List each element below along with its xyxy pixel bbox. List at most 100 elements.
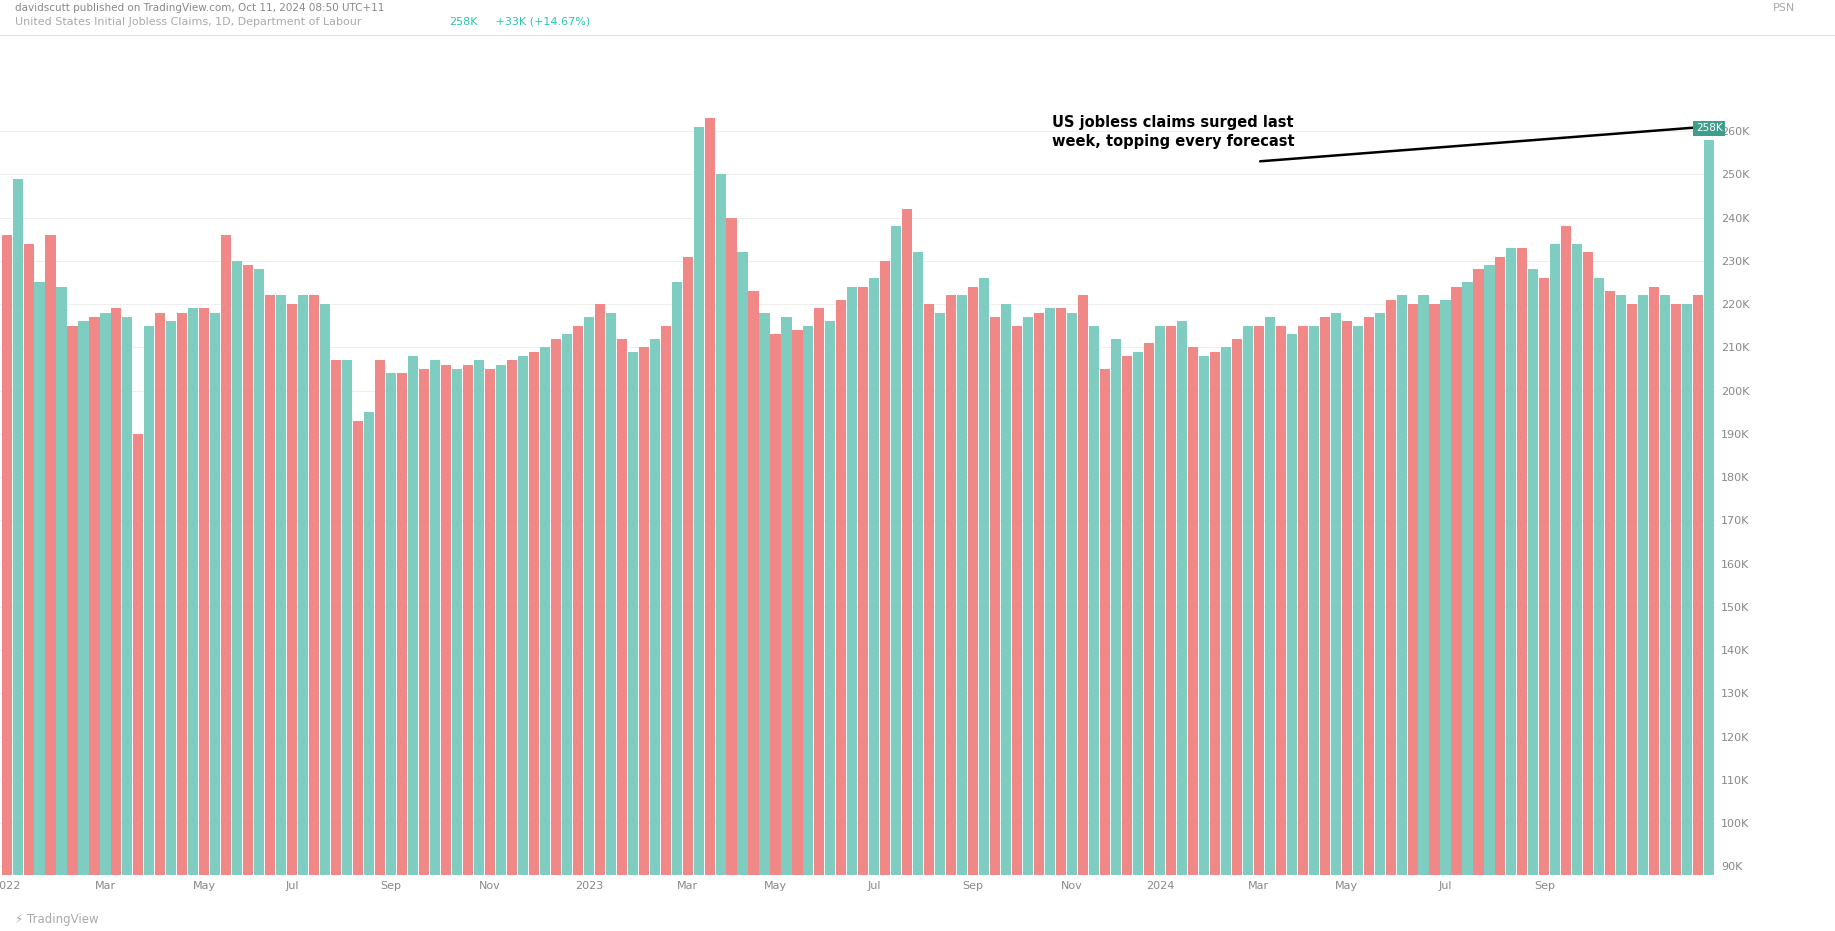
Bar — [1462, 282, 1472, 931]
Bar — [881, 261, 890, 931]
Bar — [145, 326, 154, 931]
Bar — [178, 313, 187, 931]
Bar — [947, 295, 956, 931]
Bar — [760, 313, 769, 931]
Bar — [573, 326, 584, 931]
Bar — [1264, 317, 1275, 931]
Text: +33K (+14.67%): +33K (+14.67%) — [492, 17, 591, 27]
Bar — [1374, 313, 1385, 931]
Bar — [1507, 248, 1516, 931]
Text: 258K: 258K — [450, 17, 479, 27]
Bar — [1253, 326, 1264, 931]
Bar — [1286, 334, 1297, 931]
Bar — [694, 127, 703, 931]
Bar — [1694, 295, 1703, 931]
Bar — [101, 313, 110, 931]
Bar — [1121, 356, 1132, 931]
Bar — [1231, 339, 1242, 931]
Bar — [1024, 317, 1033, 931]
Bar — [661, 326, 672, 931]
Bar — [1518, 248, 1527, 931]
Bar — [167, 321, 176, 931]
Bar — [859, 287, 868, 931]
Bar — [1319, 317, 1330, 931]
Bar — [1551, 244, 1560, 931]
Bar — [1220, 347, 1231, 931]
Bar — [1297, 326, 1308, 931]
Bar — [1066, 313, 1077, 931]
Bar — [35, 282, 44, 931]
Bar — [429, 360, 440, 931]
Bar — [705, 118, 714, 931]
Bar — [716, 174, 725, 931]
Bar — [826, 321, 835, 931]
Bar — [1088, 326, 1099, 931]
Bar — [903, 209, 912, 931]
Bar — [1143, 343, 1154, 931]
Bar — [1628, 304, 1637, 931]
Bar — [980, 278, 989, 931]
Bar — [330, 360, 341, 931]
Bar — [189, 308, 198, 931]
Bar — [1595, 278, 1604, 931]
Bar — [68, 326, 77, 931]
Bar — [90, 317, 99, 931]
Bar — [1705, 140, 1714, 931]
Bar — [1187, 347, 1198, 931]
Text: US jobless claims surged last
week, topping every forecast: US jobless claims surged last week, topp… — [1051, 115, 1294, 150]
Bar — [1683, 304, 1692, 931]
Bar — [363, 412, 374, 931]
Bar — [57, 287, 66, 931]
Bar — [595, 304, 606, 931]
Bar — [1055, 308, 1066, 931]
Bar — [506, 360, 517, 931]
Bar — [24, 244, 33, 931]
Text: 258K: 258K — [1696, 123, 1723, 133]
Bar — [1132, 352, 1143, 931]
Bar — [1308, 326, 1319, 931]
Bar — [1396, 295, 1407, 931]
Bar — [123, 317, 132, 931]
Bar — [1617, 295, 1626, 931]
Bar — [156, 313, 165, 931]
Bar — [1046, 308, 1055, 931]
Bar — [1385, 300, 1396, 931]
Bar — [266, 295, 275, 931]
Bar — [562, 334, 573, 931]
Bar — [1529, 269, 1538, 931]
Bar — [1661, 295, 1670, 931]
Bar — [925, 304, 934, 931]
Bar — [672, 282, 681, 931]
Bar — [1540, 278, 1549, 931]
Bar — [1639, 295, 1648, 931]
Bar — [749, 291, 758, 931]
Bar — [1242, 326, 1253, 931]
Bar — [550, 339, 562, 931]
Bar — [1573, 244, 1582, 931]
Bar — [804, 326, 813, 931]
Bar — [727, 218, 736, 931]
Bar — [1407, 304, 1418, 931]
Bar — [517, 356, 528, 931]
Bar — [1165, 326, 1176, 931]
Bar — [451, 369, 462, 931]
Bar — [1606, 291, 1615, 931]
Bar — [1176, 321, 1187, 931]
Bar — [1002, 304, 1011, 931]
Bar — [319, 304, 330, 931]
Bar — [848, 287, 857, 931]
Bar — [1330, 313, 1341, 931]
Bar — [793, 331, 802, 931]
Bar — [275, 295, 286, 931]
Text: davidscutt published on TradingView.com, Oct 11, 2024 08:50 UTC+11: davidscutt published on TradingView.com,… — [15, 3, 384, 13]
Bar — [991, 317, 1000, 931]
Bar — [969, 287, 978, 931]
Bar — [1429, 304, 1440, 931]
Bar — [134, 434, 143, 931]
Bar — [1013, 326, 1022, 931]
Bar — [233, 261, 242, 931]
Bar — [892, 226, 901, 931]
Bar — [870, 278, 879, 931]
Bar — [1275, 326, 1286, 931]
Bar — [473, 360, 484, 931]
